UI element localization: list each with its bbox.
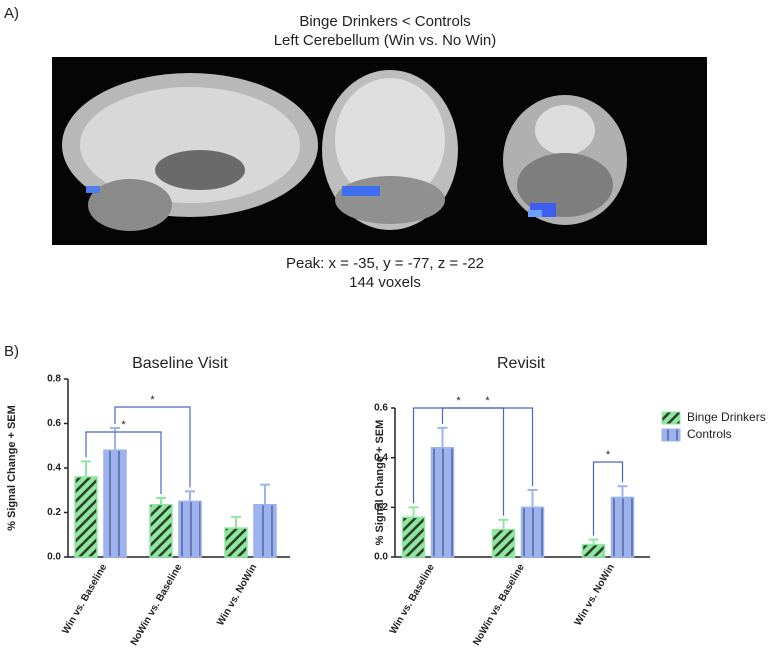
x-tick-label: Win vs. NoWin xyxy=(573,562,617,627)
y-tick-label: 0.2 xyxy=(374,502,388,513)
peak-caption: Peak: x = -35, y = -77, z = -22 xyxy=(286,255,484,272)
significance-bracket xyxy=(85,431,162,495)
legend-label: Controls xyxy=(687,427,732,441)
y-tick-label: 0.6 xyxy=(47,418,61,429)
bar xyxy=(401,516,426,558)
brain-images xyxy=(52,57,707,245)
bar xyxy=(520,506,545,558)
voxels-caption: 144 voxels xyxy=(349,274,421,291)
y-tick-label: 0.8 xyxy=(47,374,61,385)
bar xyxy=(178,500,202,558)
bar xyxy=(253,503,277,558)
bar xyxy=(74,476,98,558)
chart: Baseline Visit % Signal Change + SEM 0.0 0.… xyxy=(6,355,290,648)
significance-marker: * xyxy=(150,394,155,406)
chart-title: Baseline Visit xyxy=(132,355,228,372)
bar xyxy=(149,503,173,558)
significance-marker: * xyxy=(456,395,461,407)
y-axis-label: % Signal Change + SEM xyxy=(374,420,386,546)
y-axis-label: % Signal Change + SEM xyxy=(6,405,18,531)
bar xyxy=(610,496,635,558)
bar xyxy=(224,527,248,558)
bar xyxy=(491,528,516,558)
significance-marker: * xyxy=(485,395,490,407)
y-tick-label: 0.0 xyxy=(374,552,388,563)
panel-label: A) xyxy=(4,5,19,22)
x-tick-label: NoWin vs. Baseline xyxy=(129,562,185,648)
x-tick-label: Win vs. NoWin xyxy=(215,562,259,627)
x-tick-label: NoWin vs. Baseline xyxy=(471,562,527,648)
significance-marker: * xyxy=(606,449,611,461)
significance-bracket xyxy=(412,407,505,516)
chart: Revisit % Signal Change + SEM 0.0 0.2 0.4 0.6… xyxy=(374,355,766,647)
significance-bracket xyxy=(114,406,191,488)
x-tick-label: Win vs. Baseline xyxy=(60,562,109,636)
bar xyxy=(581,543,606,558)
figure-title: Binge Drinkers < Controls xyxy=(299,13,470,30)
chart-title: Revisit xyxy=(497,355,546,372)
significance-bracket xyxy=(441,407,534,486)
legend-label: Binge Drinkers xyxy=(687,410,766,424)
y-tick-label: 0.0 xyxy=(47,552,61,563)
y-tick-label: 0.2 xyxy=(47,507,61,518)
legend-swatch xyxy=(661,411,681,425)
figure-subtitle: Left Cerebellum (Win vs. No Win) xyxy=(274,32,497,49)
x-tick-label: Win vs. Baseline xyxy=(388,562,437,636)
y-tick-label: 0.6 xyxy=(374,403,388,414)
panel-label: B) xyxy=(4,343,19,360)
legend-swatch xyxy=(661,428,681,442)
bar xyxy=(430,446,455,558)
y-tick-label: 0.4 xyxy=(374,452,388,463)
y-tick-label: 0.4 xyxy=(47,463,61,474)
significance-marker: * xyxy=(121,419,126,431)
bar xyxy=(103,449,127,558)
significance-bracket xyxy=(592,461,624,536)
